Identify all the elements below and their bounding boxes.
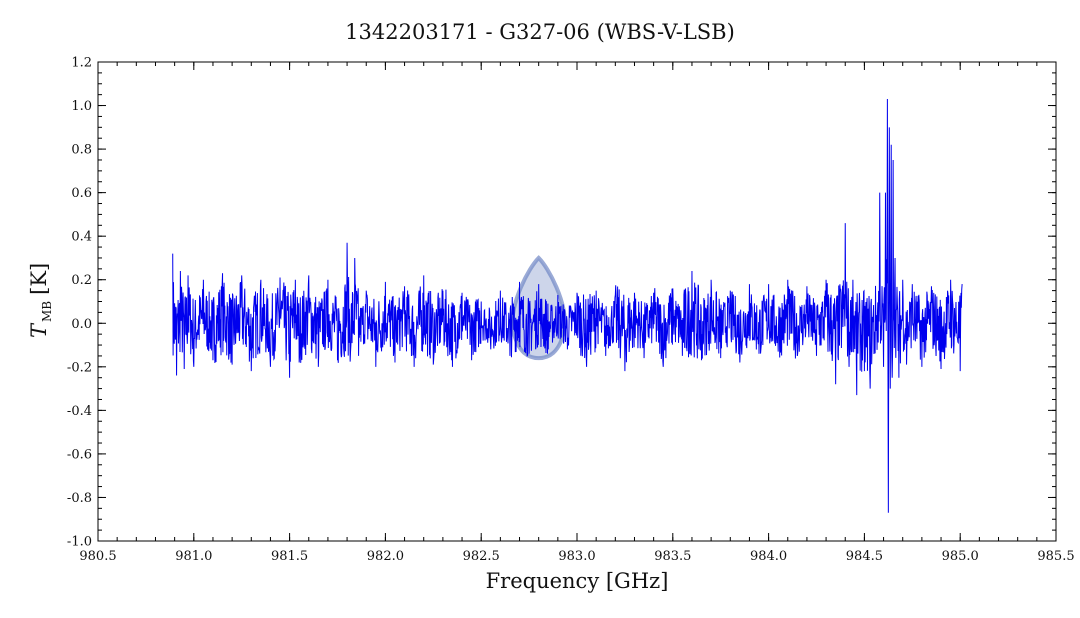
- y-tick-label: -0.6: [67, 447, 92, 462]
- y-axis-label-main: T: [27, 322, 51, 338]
- x-tick-label: 985.5: [1037, 549, 1074, 564]
- x-tick-label: 982.0: [367, 549, 404, 564]
- y-tick-label: -0.2: [67, 360, 92, 375]
- x-tick-label: 981.5: [271, 549, 308, 564]
- x-tick-label: 984.5: [846, 549, 883, 564]
- svg-text:TMB[K]: TMB [K]: [27, 263, 54, 338]
- y-tick-label: 1.0: [71, 99, 92, 114]
- y-axis-label: TMB [K]: [27, 263, 54, 338]
- y-axis-label-subscript: MB: [40, 301, 54, 322]
- y-tick-label: 0.8: [71, 143, 92, 158]
- y-tick-label: 0.6: [71, 186, 92, 201]
- series-layer: [172, 99, 963, 513]
- x-tick-label: 985.0: [942, 549, 979, 564]
- y-tick-label: 0.4: [71, 230, 92, 245]
- x-tick-label: 983.5: [654, 549, 691, 564]
- y-tick-label: -0.8: [67, 491, 92, 506]
- chart-title: 1342203171 - G327-06 (WBS-V-LSB): [345, 20, 735, 44]
- y-tick-label: 0.0: [71, 317, 92, 332]
- y-tick-label: -1.0: [67, 535, 92, 550]
- x-tick-label: 983.0: [558, 549, 595, 564]
- x-tick-label: 982.5: [463, 549, 500, 564]
- x-tick-label: 984.0: [750, 549, 787, 564]
- x-tick-label: 981.0: [175, 549, 212, 564]
- series-line: [172, 99, 963, 513]
- axis-ticks: [97, 61, 1057, 542]
- y-tick-label: 0.2: [71, 273, 92, 288]
- x-axis-label: Frequency [GHz]: [486, 569, 669, 593]
- x-tick-label: 980.5: [79, 549, 116, 564]
- y-axis-label-unit: [K]: [27, 263, 51, 295]
- y-tick-label: -0.4: [67, 404, 92, 419]
- y-tick-label: 1.2: [71, 56, 92, 71]
- axis-tick-labels: 980.5 981.0 981.5 982.0 982.5 983.0 983.5 984.0…: [67, 56, 1075, 565]
